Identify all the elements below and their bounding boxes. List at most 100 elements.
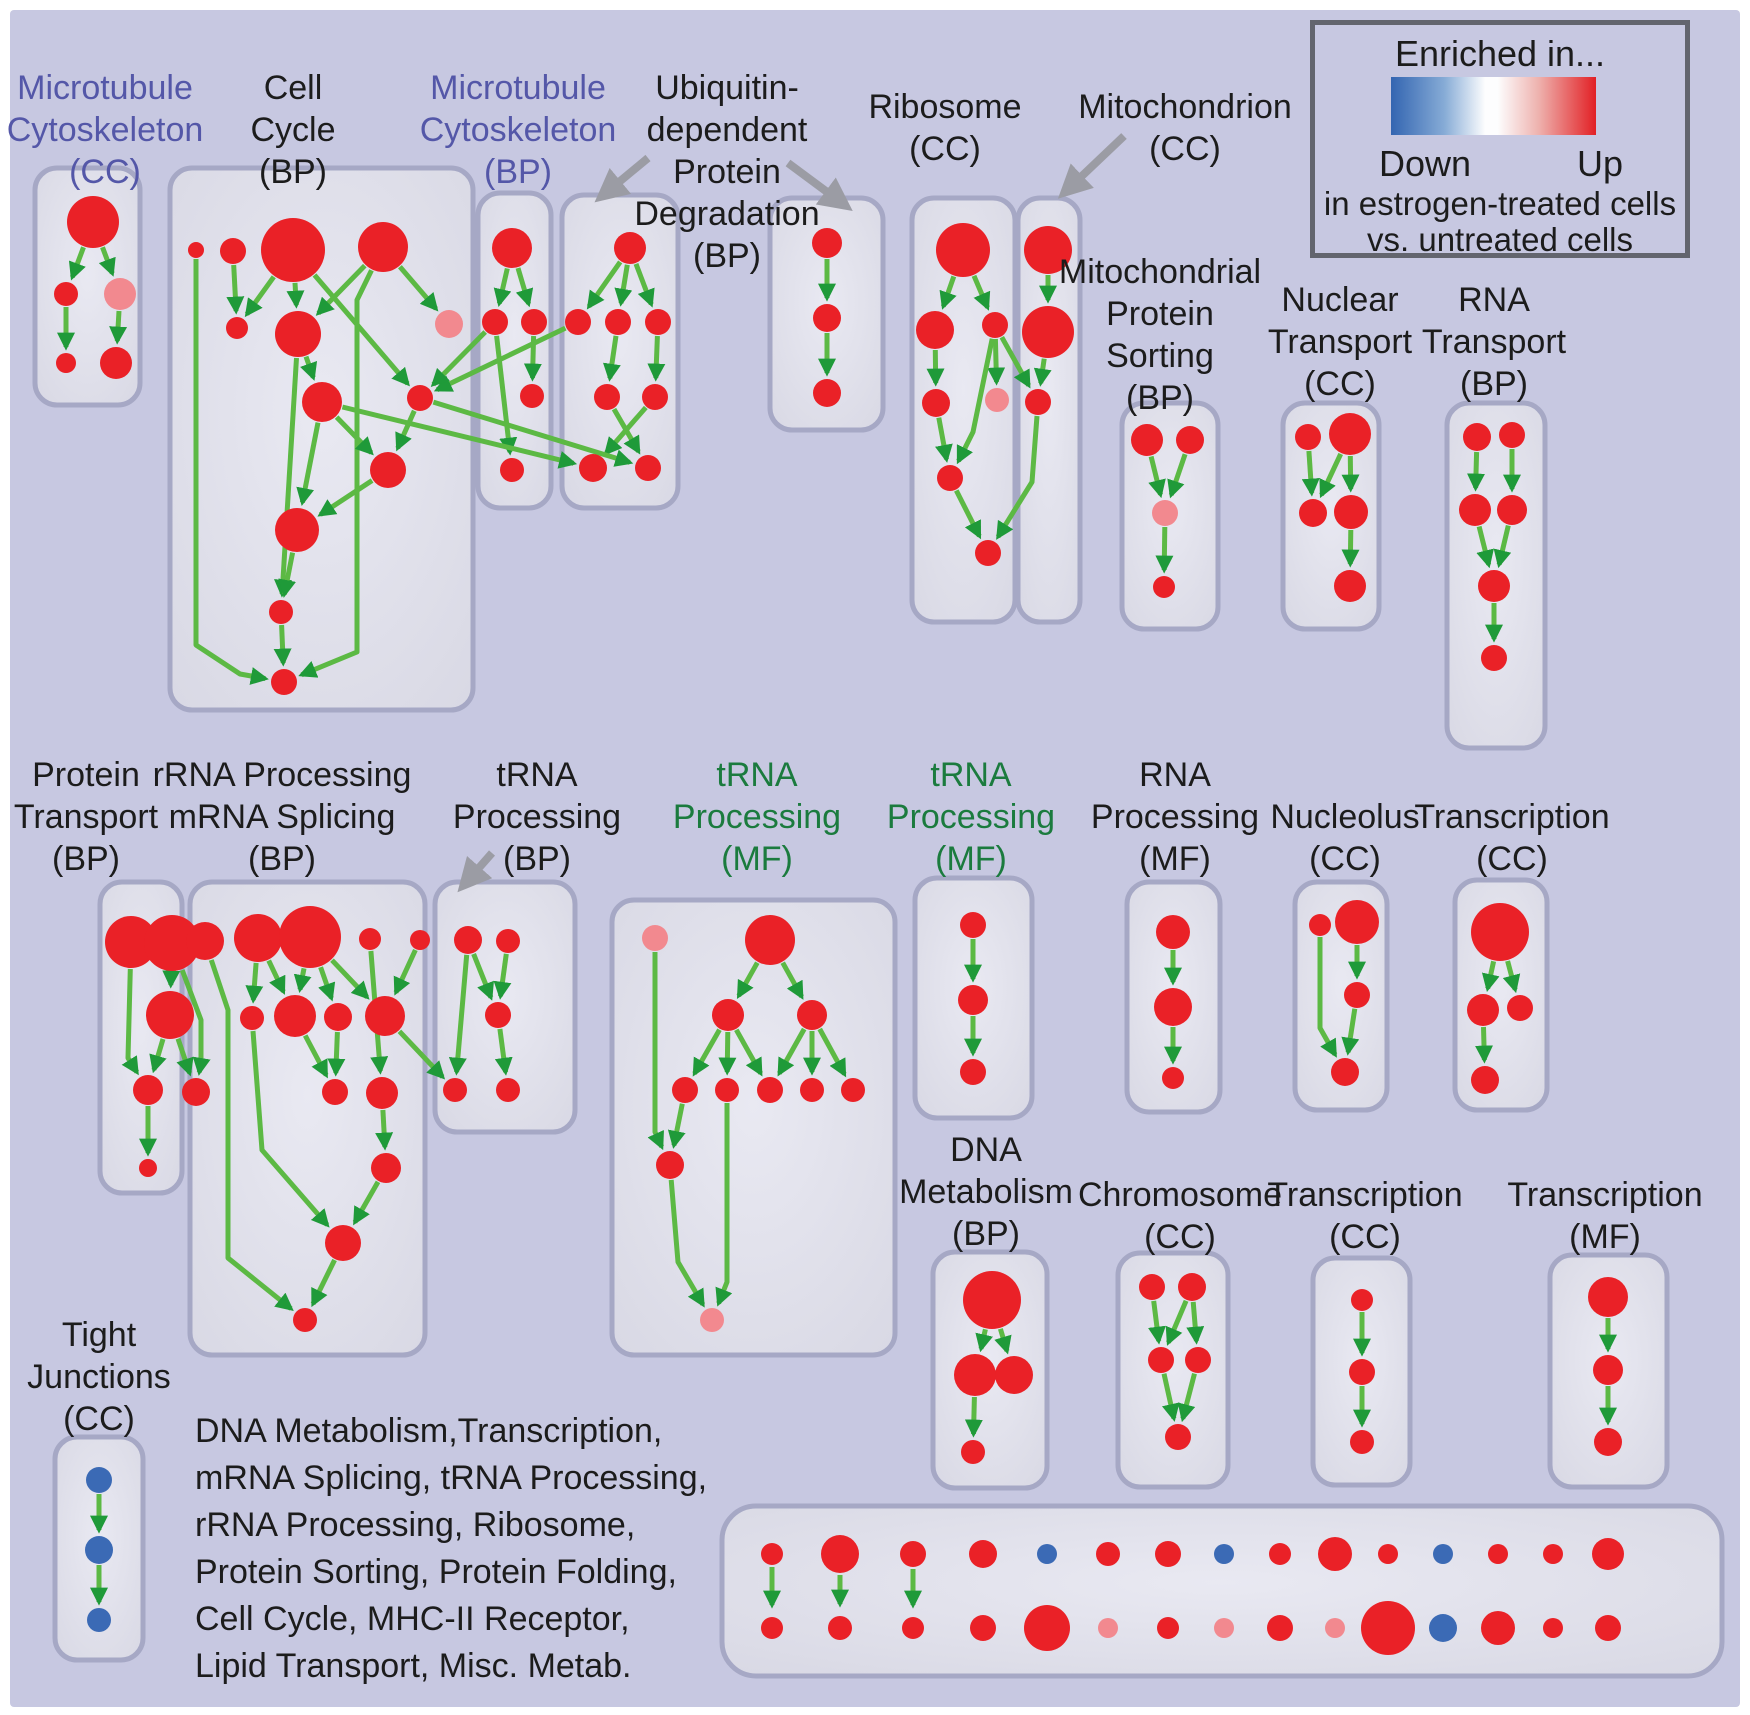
ubiquitin-degradation-label-label: Degradation — [634, 195, 819, 233]
trna-processing-mf-large-edge — [734, 1028, 763, 1077]
go-term-node — [1335, 900, 1379, 944]
trna-processing-mf-large-edge — [647, 952, 664, 1151]
go-term-node — [1588, 1277, 1628, 1317]
cross-box-edge — [999, 335, 1031, 389]
go-term-node — [960, 912, 986, 938]
go-term-node — [813, 379, 841, 407]
protein-transport-bp-label: Transport — [14, 798, 159, 836]
mitochondrial-protein-sorting-bp-edge — [1148, 455, 1166, 499]
go-term-node — [1162, 1067, 1184, 1089]
cell-cycle-bp-edge — [317, 478, 374, 517]
cell-cycle-bp-edge — [334, 415, 374, 456]
trna-processing-mf-large-label: Processing — [673, 798, 841, 836]
dna-metabolism-bp-edge — [994, 1328, 1012, 1355]
go-term-node — [146, 991, 194, 1039]
go-term-node — [963, 1271, 1021, 1329]
rna-transport-bp-label: (BP) — [1460, 365, 1528, 403]
ubiquitin-degradation-left-edge — [614, 264, 633, 307]
go-term-node — [900, 1541, 926, 1567]
go-term-node — [958, 985, 988, 1015]
go-term-node — [275, 311, 321, 357]
trna-processing-mf-large-edge — [817, 1027, 847, 1078]
chromosome-cc-edge — [1147, 1300, 1166, 1345]
go-term-node — [133, 1075, 163, 1105]
go-term-node — [410, 930, 430, 950]
go-term-node — [370, 452, 406, 488]
go-term-node — [302, 382, 342, 422]
mitochondrial-protein-sorting-bp-edge — [1155, 526, 1174, 574]
go-term-node — [324, 1003, 352, 1031]
go-term-node — [1433, 1544, 1453, 1564]
tight-junctions-cc-label: Tight — [62, 1316, 137, 1354]
transcription-mf-label: (MF) — [1569, 1218, 1641, 1256]
rrna-processing-mrna-splicing-bp-edge — [310, 1258, 337, 1308]
protein-transport-bp-label: Protein — [32, 756, 140, 794]
misc-text-line: DNA Metabolism,Transcription, — [195, 1412, 663, 1450]
mitochondrion-cc-label: (CC) — [1149, 130, 1221, 168]
ubiquitin-degradation-label-label: (BP) — [693, 237, 761, 275]
go-term-node — [995, 1356, 1033, 1394]
go-term-node — [656, 1151, 684, 1179]
go-term-node — [1165, 1424, 1191, 1450]
misc-text-line: rRNA Processing, Ribosome, — [195, 1506, 636, 1544]
go-term-node — [1153, 576, 1175, 598]
transcription-cc-row2-label: (CC) — [1476, 840, 1548, 878]
go-term-node — [1334, 495, 1368, 529]
go-term-node — [1349, 1359, 1375, 1385]
cell-cycle-bp-edge — [398, 265, 439, 312]
go-term-node — [1096, 1542, 1120, 1566]
label-pointer-arrow — [457, 850, 496, 893]
go-term-node — [969, 1540, 997, 1568]
dna-metabolism-bp-edge — [975, 1328, 993, 1353]
legend-subtitle-line1: in estrogen-treated cells — [1323, 185, 1677, 222]
go-term-node — [828, 1616, 852, 1640]
mitochondrial-protein-sorting-bp-edge — [1167, 453, 1188, 499]
nucleolus-cc-label: Nucleolus — [1270, 798, 1419, 836]
microtubule-cytoskeleton-bp-label: Cytoskeleton — [420, 111, 617, 149]
ubiquitin-degradation-left-edge — [603, 405, 648, 456]
cell-cycle-bp-label: (BP) — [259, 153, 327, 191]
go-term-node — [1594, 1428, 1622, 1456]
trna-processing-bp-label: tRNA — [496, 756, 578, 794]
go-term-node — [1155, 1541, 1181, 1567]
go-term-node — [916, 311, 954, 349]
go-term-node — [1267, 1615, 1293, 1641]
go-term-node — [594, 384, 620, 410]
rrna-processing-mrna-splicing-bp-edge — [302, 1034, 329, 1079]
ubiquitin-degradation-left-edge — [633, 263, 655, 308]
cell-cycle-bp-edge — [312, 273, 410, 387]
go-term-node — [1156, 915, 1190, 949]
go-term-node — [500, 458, 524, 482]
transcription-cc-row2-label: Transcription — [1414, 798, 1609, 836]
go-term-node — [712, 999, 744, 1031]
go-term-node — [761, 1617, 783, 1639]
nucleolus-cc-edge — [1341, 1008, 1360, 1056]
go-term-node — [745, 915, 795, 965]
mitochondrial-protein-sorting-bp-label: (BP) — [1126, 379, 1194, 417]
go-term-node — [642, 384, 668, 410]
go-term-node — [1178, 1273, 1206, 1301]
go-term-node — [1361, 1601, 1415, 1655]
ribosome-cc-label: (CC) — [909, 130, 981, 168]
ubiquitin-degradation-label-label: Protein — [673, 153, 781, 191]
cell-cycle-bp-edge — [395, 409, 417, 452]
tight-junctions-cc-label: Junctions — [27, 1358, 171, 1396]
go-term-node — [1139, 1274, 1165, 1300]
rna-transport-bp-edge — [1493, 525, 1512, 569]
ribosome-cc-edge — [987, 338, 1006, 386]
go-term-node — [1024, 1605, 1070, 1651]
go-term-node — [435, 310, 463, 338]
dna-metabolism-bp-label: Metabolism — [899, 1173, 1073, 1211]
dna-metabolism-bp-label: (BP) — [952, 1215, 1020, 1253]
go-term-node — [970, 1615, 996, 1641]
trna-processing-mf-large-edge — [777, 1027, 807, 1077]
nuclear-transport-cc-edge — [1319, 452, 1343, 499]
go-term-node — [186, 922, 224, 960]
tight-junctions-cc-label: (CC) — [63, 1400, 135, 1438]
go-term-node — [1325, 1618, 1345, 1638]
go-term-node — [1543, 1618, 1563, 1638]
go-term-node — [1467, 994, 1499, 1026]
go-term-node — [139, 1159, 157, 1177]
